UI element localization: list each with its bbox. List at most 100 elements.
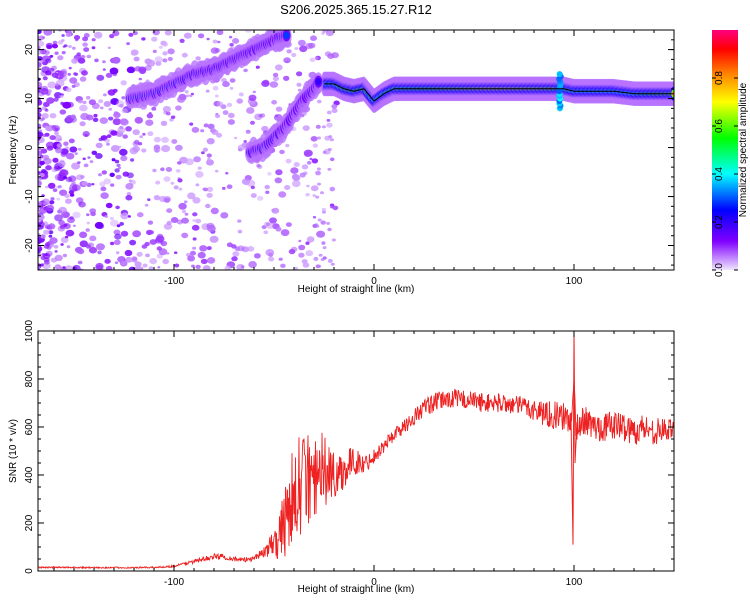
noise-blob (206, 138, 215, 145)
noise-blob (125, 194, 133, 201)
snr-frame (37, 330, 675, 572)
noise-blob (122, 134, 128, 139)
noise-blob (234, 136, 238, 140)
noise-blob (250, 193, 257, 198)
noise-blob (45, 42, 54, 49)
noise-blob (163, 223, 173, 230)
noise-blob (243, 140, 247, 143)
noise-blob (54, 250, 58, 253)
noise-blob (124, 249, 133, 257)
noise-blob (77, 147, 82, 151)
noise-blob (103, 101, 112, 107)
noise-blob (51, 72, 59, 79)
noise-blob (147, 131, 154, 137)
noise-blob (278, 191, 287, 198)
noise-blob (227, 112, 235, 119)
noise-blob (285, 143, 290, 148)
noise-blob (191, 264, 195, 268)
noise-blob (138, 77, 142, 81)
noise-blob (63, 44, 68, 48)
noise-blob (94, 31, 103, 39)
snr-xtick-label: 0 (371, 577, 377, 588)
noise-blob (203, 123, 209, 128)
noise-blob (206, 37, 210, 41)
noise-blob (283, 57, 291, 64)
noise-blob (68, 66, 72, 70)
noise-blob (120, 260, 127, 266)
noise-blob (174, 263, 180, 268)
noise-blob (191, 224, 200, 231)
noise-blob (59, 109, 67, 115)
noise-blob (322, 150, 327, 154)
noise-blob (195, 183, 200, 187)
noise-blob (244, 30, 252, 33)
noise-blob (39, 172, 45, 178)
noise-blob (43, 50, 50, 55)
noise-blob (162, 258, 169, 265)
noise-blob (185, 94, 190, 98)
noise-blob (192, 212, 198, 217)
snr-panel: -100 0 100 0 200 400 600 800 1000 Height of str… (8, 319, 675, 595)
noise-blob (38, 214, 45, 220)
noise-blob (139, 135, 143, 139)
noise-blob (120, 118, 129, 126)
noise-blob (78, 202, 82, 205)
noise-blob (57, 160, 66, 168)
noise-blob (187, 192, 196, 200)
noise-blob (305, 192, 310, 197)
noise-blob (104, 215, 108, 218)
noise-blob (125, 183, 134, 190)
noise-blob (310, 185, 319, 192)
noise-blob (312, 194, 317, 197)
noise-blob (167, 56, 173, 62)
colorbar-tick-label: 0.0 (714, 263, 725, 277)
noise-blob (144, 241, 150, 247)
noise-blob (115, 174, 122, 180)
noise-blob (305, 241, 310, 245)
feature-spike (556, 71, 564, 112)
noise-blob (83, 47, 90, 52)
noise-blob (331, 104, 338, 109)
heatmap-ytick-label: 0 (24, 144, 35, 150)
noise-blob (296, 71, 303, 77)
noise-blob (114, 261, 119, 265)
noise-blob (38, 99, 43, 106)
noise-blob (176, 219, 183, 225)
noise-blob (241, 246, 250, 253)
noise-blob (109, 219, 119, 227)
noise-blob (178, 93, 187, 101)
noise-blob (97, 250, 102, 255)
noise-blob (117, 126, 126, 134)
noise-blob (198, 33, 205, 39)
noise-blob (59, 94, 64, 99)
main-tone-trace (324, 83, 674, 102)
noise-blob (42, 133, 47, 138)
noise-blob (195, 264, 201, 269)
noise-blob (81, 70, 88, 76)
noise-blob (327, 227, 332, 232)
noise-blob (275, 169, 283, 176)
noise-blob (175, 105, 182, 111)
feature-lower-streak (245, 72, 324, 164)
noise-blob (76, 52, 81, 56)
noise-blob (71, 181, 76, 185)
noise-blob (321, 32, 325, 35)
noise-blob (278, 257, 283, 261)
noise-blob (38, 30, 42, 34)
noise-blob (38, 82, 43, 87)
noise-blob (261, 80, 270, 87)
noise-blob (144, 58, 152, 65)
noise-blob (272, 76, 279, 82)
noise-blob (89, 160, 94, 164)
noise-blob (65, 176, 73, 183)
heatmap-y-ticks: -20 -10 0 10 20 (24, 29, 674, 266)
noise-blob (326, 221, 331, 225)
noise-blob (161, 145, 171, 153)
noise-blob (64, 235, 69, 239)
noise-blob (111, 56, 121, 64)
noise-blob (79, 231, 88, 239)
noise-blob (160, 40, 167, 46)
noise-blob (207, 123, 215, 130)
noise-blob (246, 107, 255, 114)
heatmap-x-axis-label: Height of straight line (km) (298, 284, 415, 295)
